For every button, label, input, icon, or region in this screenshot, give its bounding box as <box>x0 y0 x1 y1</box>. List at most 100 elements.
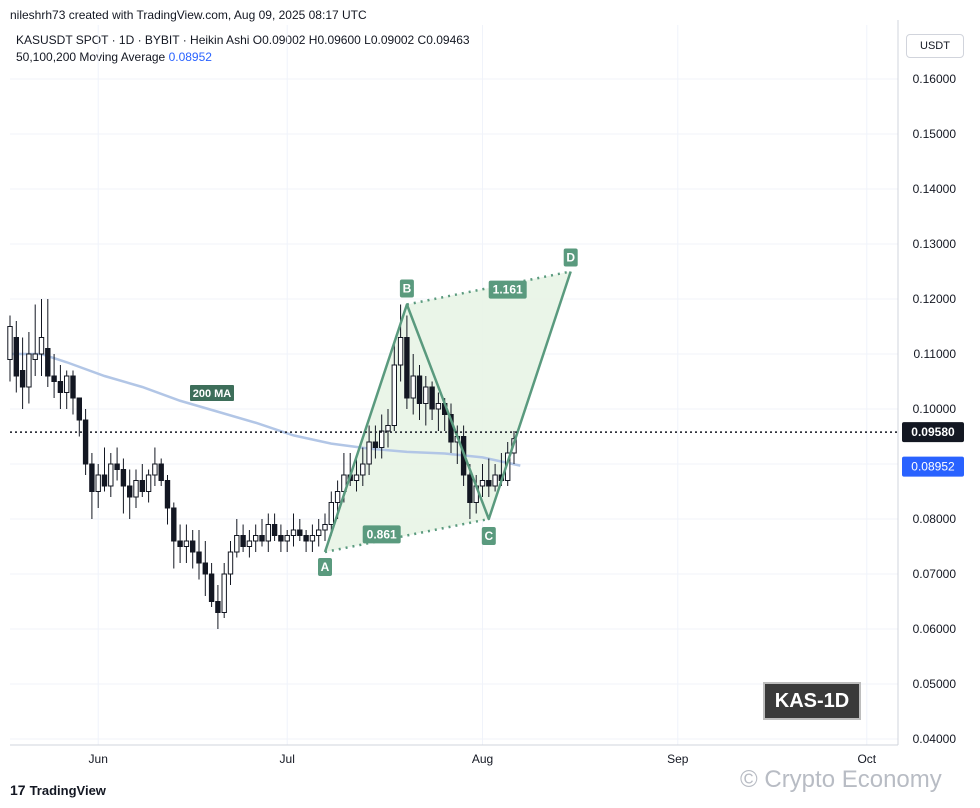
pattern-point-label: B <box>403 282 412 296</box>
candle-body <box>479 480 486 487</box>
candle-body <box>108 463 114 487</box>
candle-body <box>366 441 372 465</box>
y-tick-label: 0.08000 <box>913 512 957 526</box>
pattern-point-label: C <box>484 529 493 543</box>
candle-body <box>64 375 70 393</box>
tradingview-icon: 17 <box>10 782 26 798</box>
current-price-label: 0.09580 <box>911 425 955 439</box>
candle-body <box>297 529 303 536</box>
candle-body <box>139 480 146 492</box>
currency-button[interactable]: USDT <box>906 34 964 58</box>
chart-legend: KASUSDT SPOT · 1D · BYBIT · Heikin Ashi … <box>16 32 470 66</box>
y-tick-label: 0.07000 <box>913 567 957 581</box>
candle-body <box>290 529 297 536</box>
candle-body <box>253 535 259 542</box>
x-tick-label: Aug <box>472 752 493 766</box>
ma-legend: 50,100,200 Moving Average 0.08952 <box>16 49 470 66</box>
candle-body <box>360 463 366 476</box>
candle-body <box>32 353 38 360</box>
candle-body <box>284 535 290 542</box>
candle-body <box>486 480 492 487</box>
candle-body <box>271 524 278 536</box>
pattern-point-label: D <box>566 251 575 265</box>
pattern-point-label: A <box>321 560 330 574</box>
candle-body <box>309 535 316 542</box>
candle-body <box>322 524 328 531</box>
pattern-point-badge <box>318 558 332 576</box>
candle-body <box>145 474 152 492</box>
current-price-badge <box>902 422 964 443</box>
candle-body <box>259 535 265 542</box>
candle-body <box>158 463 164 481</box>
candle-body <box>423 386 429 404</box>
candle-body <box>467 474 473 503</box>
candle-body <box>164 480 171 509</box>
candle-body <box>190 540 196 553</box>
candle-body <box>278 535 284 542</box>
candle-body <box>177 540 183 547</box>
candle-body <box>95 474 101 492</box>
pattern-point-badge <box>399 279 414 298</box>
ratio-label: 0.861 <box>367 527 397 541</box>
candle-body <box>316 529 322 536</box>
candle-body <box>372 441 379 448</box>
copyright-icon: © <box>740 766 758 793</box>
candle-body <box>89 463 95 492</box>
symbol-info: KASUSDT SPOT · 1D · BYBIT · Heikin Ashi … <box>16 33 470 47</box>
ma-annotation-label: 200 MA <box>193 388 232 400</box>
candle-body <box>416 375 423 404</box>
y-tick-label: 0.12000 <box>913 292 957 306</box>
candle-body <box>410 375 416 399</box>
pattern-point-badge <box>563 248 578 267</box>
ma-label: 50,100,200 Moving Average <box>16 50 166 64</box>
candle-body <box>7 326 13 360</box>
candle-body <box>82 419 89 465</box>
candle-body <box>246 540 253 547</box>
candle-body <box>385 425 391 432</box>
candle-body <box>51 375 57 382</box>
candle-body <box>101 474 108 487</box>
candle-body <box>397 337 404 366</box>
candle-body <box>127 485 133 498</box>
pattern-fill-abc <box>325 304 489 552</box>
candle-body <box>353 474 360 481</box>
y-tick-label: 0.13000 <box>913 237 957 251</box>
tradingview-brand: TradingView <box>29 783 106 798</box>
ma-price-badge <box>902 456 964 477</box>
y-tick-label: 0.14000 <box>913 182 957 196</box>
candle-body <box>19 370 26 388</box>
y-tick-label: 0.06000 <box>913 622 957 636</box>
candle-body <box>227 551 234 575</box>
candle-body <box>76 397 82 421</box>
candle-body <box>38 337 45 355</box>
y-tick-label: 0.15000 <box>913 127 957 141</box>
candle-body <box>379 430 385 448</box>
candle-body <box>120 469 127 487</box>
ratio-badge <box>362 525 401 544</box>
ma-annotation-box <box>190 385 234 401</box>
tradingview-logo[interactable]: 17 TradingView <box>10 782 106 798</box>
y-tick-label: 0.10000 <box>913 402 957 416</box>
ratio-label: 1.161 <box>493 283 523 297</box>
ma-price-label: 0.08952 <box>911 460 955 474</box>
watermark: © Crypto Economy <box>740 766 942 794</box>
y-tick-label: 0.16000 <box>913 72 957 86</box>
y-tick-label: 0.11000 <box>914 347 957 361</box>
ratio-badge <box>488 280 527 299</box>
candle-body <box>429 386 435 410</box>
candle-body <box>171 507 177 542</box>
candle-body <box>45 348 51 377</box>
candle-body <box>404 337 410 399</box>
candle-body <box>26 353 32 388</box>
candle-body <box>208 573 215 602</box>
candle-body <box>202 562 209 575</box>
candle-body <box>303 535 309 542</box>
candle-body <box>70 375 76 399</box>
pattern-legs <box>323 271 572 553</box>
x-tick-label: Jun <box>89 752 108 766</box>
y-tick-label: 0.05000 <box>913 677 957 691</box>
candle-body <box>57 381 64 393</box>
candle-body <box>492 474 498 487</box>
candle-body <box>221 573 227 613</box>
